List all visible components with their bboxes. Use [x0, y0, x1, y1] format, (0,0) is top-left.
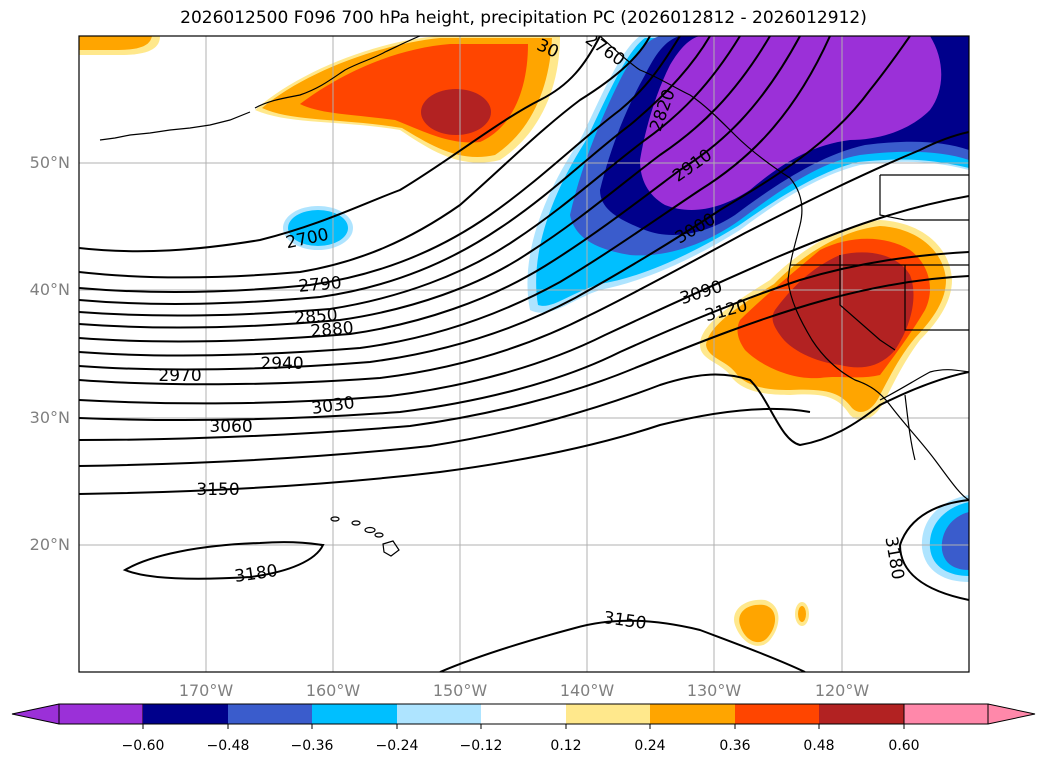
- shade-small-blobs-south: [734, 599, 809, 646]
- colorbar-extend-low: [11, 703, 144, 725]
- height-contours: [79, 36, 969, 672]
- colorbar-ticks: [142, 724, 905, 729]
- contour-label: 2940: [260, 354, 303, 374]
- shade-california: [700, 220, 952, 420]
- contour-label: 2970: [158, 366, 201, 386]
- contour-label: 3150: [196, 480, 239, 500]
- contour-label: 3150: [602, 608, 648, 634]
- colorbar-frame: [58, 703, 989, 725]
- colorbar-tick-label: −0.36: [290, 738, 334, 754]
- lat-label: 40°N: [29, 280, 70, 299]
- lon-label: 170°W: [178, 681, 234, 700]
- contour-label: 2880: [310, 318, 355, 342]
- lon-label: 120°W: [814, 681, 870, 700]
- colorbar-segment: [228, 704, 312, 724]
- lat-label: 50°N: [29, 153, 70, 172]
- colorbar-segment: [819, 704, 904, 724]
- lat-label: 30°N: [29, 408, 70, 427]
- colorbar-tick-label: 0.12: [550, 738, 582, 754]
- map-frame: [78, 35, 970, 673]
- colorbar-tick-label: −0.60: [121, 738, 165, 754]
- colorbar-tick-label: 0.60: [888, 738, 920, 754]
- contour-label: 3180: [233, 561, 279, 587]
- colorbar-segment: [735, 704, 819, 724]
- lon-label: 130°W: [686, 681, 742, 700]
- coastlines: [99, 36, 969, 501]
- colorbar-tick-label: −0.12: [459, 738, 503, 754]
- colorbar: [11, 703, 1036, 729]
- map-title: 2026012500 F096 700 hPa height, precipit…: [180, 8, 867, 28]
- contour-label: 3180: [880, 535, 907, 581]
- colorbar-segment: [312, 704, 397, 724]
- shade-negative-se: [921, 495, 969, 582]
- colorbar-segment: [481, 704, 566, 724]
- colorbar-segment: [143, 704, 228, 724]
- shade-nw-corner: [79, 36, 160, 55]
- colorbar-tick-label: 0.48: [803, 738, 835, 754]
- colorbar-segment: [650, 704, 735, 724]
- colorbar-tick-label: 0.36: [719, 738, 751, 754]
- lon-label: 160°W: [305, 681, 361, 700]
- shade-gulf-alaska: [255, 36, 560, 163]
- lat-label: 20°N: [29, 535, 70, 554]
- colorbar-segment: [566, 704, 650, 724]
- hawaii-islands: [330, 516, 400, 557]
- colorbar-tick-label: 0.24: [634, 738, 666, 754]
- lon-label: 150°W: [432, 681, 488, 700]
- contour-label: 3060: [209, 417, 252, 437]
- colorbar-segment: [397, 704, 481, 724]
- colorbar-extend-high: [903, 703, 1036, 725]
- lon-label: 140°W: [559, 681, 615, 700]
- contour-label: 2790: [298, 273, 343, 297]
- colorbar-tick-label: −0.48: [206, 738, 250, 754]
- colorbar-tick-label: −0.24: [375, 738, 419, 754]
- contour-label: 2850: [294, 305, 339, 329]
